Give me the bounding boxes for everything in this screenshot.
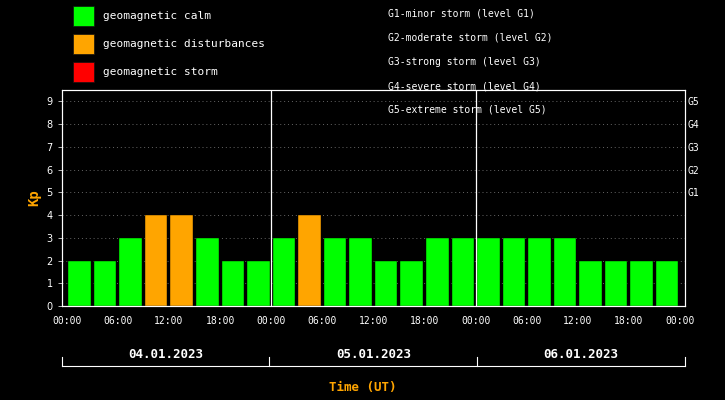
- Bar: [656, 260, 679, 306]
- Bar: [120, 238, 142, 306]
- Text: G1-minor storm (level G1): G1-minor storm (level G1): [388, 9, 535, 19]
- Bar: [324, 238, 347, 306]
- Text: Time (UT): Time (UT): [328, 381, 397, 394]
- Text: G4-severe storm (level G4): G4-severe storm (level G4): [388, 81, 541, 91]
- Bar: [298, 215, 320, 306]
- Bar: [579, 260, 602, 306]
- Text: G2-moderate storm (level G2): G2-moderate storm (level G2): [388, 33, 552, 43]
- Bar: [68, 260, 91, 306]
- Text: geomagnetic storm: geomagnetic storm: [103, 67, 218, 77]
- Text: 05.01.2023: 05.01.2023: [336, 348, 411, 360]
- Bar: [247, 260, 270, 306]
- Bar: [222, 260, 244, 306]
- Text: 06.01.2023: 06.01.2023: [544, 348, 618, 360]
- Y-axis label: Kp: Kp: [27, 190, 41, 206]
- Bar: [426, 238, 449, 306]
- Bar: [375, 260, 397, 306]
- Bar: [196, 238, 218, 306]
- Text: G5-extreme storm (level G5): G5-extreme storm (level G5): [388, 105, 547, 115]
- Bar: [145, 215, 167, 306]
- Bar: [631, 260, 653, 306]
- Text: geomagnetic calm: geomagnetic calm: [103, 11, 211, 21]
- Bar: [452, 238, 474, 306]
- Bar: [349, 238, 372, 306]
- Bar: [273, 238, 295, 306]
- Bar: [170, 215, 193, 306]
- Bar: [477, 238, 500, 306]
- Text: 04.01.2023: 04.01.2023: [128, 348, 203, 360]
- Bar: [502, 238, 525, 306]
- Bar: [554, 238, 576, 306]
- Bar: [94, 260, 116, 306]
- Bar: [400, 260, 423, 306]
- Bar: [529, 238, 551, 306]
- Bar: [605, 260, 627, 306]
- Text: geomagnetic disturbances: geomagnetic disturbances: [103, 39, 265, 49]
- Text: G3-strong storm (level G3): G3-strong storm (level G3): [388, 57, 541, 67]
